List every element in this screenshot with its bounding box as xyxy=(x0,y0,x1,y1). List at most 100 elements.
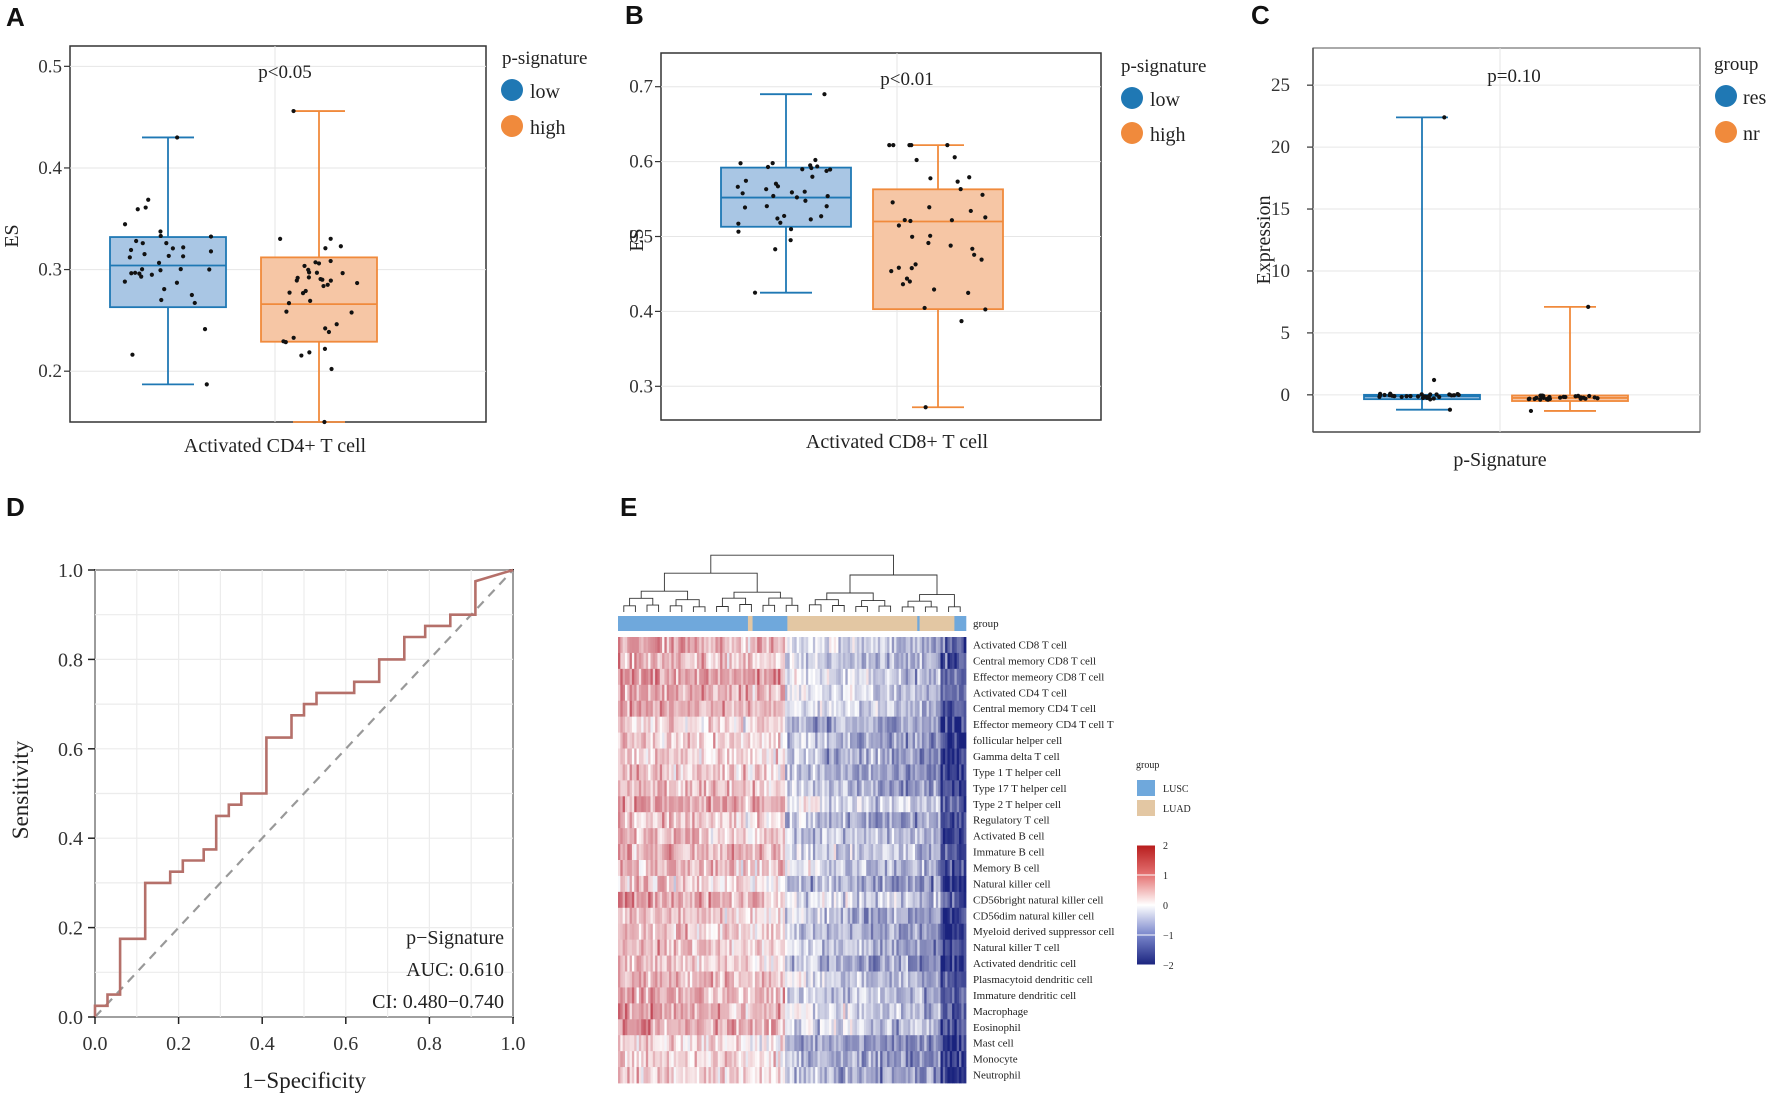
group-legend-title: group xyxy=(1136,760,1159,771)
heatmap-cell xyxy=(873,1003,876,1020)
heatmap-cell xyxy=(863,732,867,749)
data-point xyxy=(1426,394,1431,399)
heatmap-cell xyxy=(859,1051,862,1068)
heatmap-cell xyxy=(618,1035,621,1052)
heatmap-cell xyxy=(805,828,809,845)
heatmap-cell xyxy=(877,955,881,972)
heatmap-cell xyxy=(789,1003,793,1020)
heatmap-cell xyxy=(722,812,726,829)
heatmap-cell xyxy=(905,796,909,813)
heatmap-cell xyxy=(775,987,779,1004)
heatmap-cell xyxy=(727,971,730,988)
heatmap-cell xyxy=(747,939,751,956)
heatmap-cell xyxy=(736,891,740,909)
heatmap-cell xyxy=(940,971,944,988)
heatmap-cell xyxy=(838,668,842,686)
heatmap-cell xyxy=(720,716,723,733)
heatmap-cell xyxy=(622,828,626,845)
heatmap-cell xyxy=(801,652,804,670)
heatmap-cell xyxy=(952,748,955,765)
heatmap-cell xyxy=(669,780,672,797)
heatmap-cell xyxy=(840,907,844,925)
heatmap-cell xyxy=(928,1067,932,1084)
heatmap-cell xyxy=(780,844,784,861)
heatmap-cell xyxy=(650,748,654,765)
heatmap-cell xyxy=(627,732,630,749)
heatmap-cell xyxy=(636,796,640,813)
heatmap-cell xyxy=(921,812,925,829)
data-point xyxy=(164,241,169,246)
heatmap-cell xyxy=(954,1003,958,1020)
heatmap-cell xyxy=(743,700,746,718)
heatmap-cell xyxy=(655,812,658,829)
heatmap-cell xyxy=(729,812,733,829)
heatmap-cell xyxy=(910,1051,914,1068)
heatmap-cell xyxy=(662,860,665,877)
data-point xyxy=(910,234,915,239)
heatmap-cell xyxy=(956,860,960,877)
heatmap-cell xyxy=(713,700,716,718)
data-point xyxy=(913,262,918,267)
heatmap-cell xyxy=(710,780,714,797)
heatmap-cell xyxy=(618,939,621,956)
heatmap-cell xyxy=(757,652,760,670)
heatmap-cell xyxy=(715,875,719,893)
heatmap-cell xyxy=(940,875,944,893)
heatmap-cell xyxy=(710,1019,714,1036)
heatmap-cell xyxy=(884,748,888,765)
heatmap-cell xyxy=(743,907,746,925)
heatmap-cell xyxy=(745,812,749,829)
heatmap-cell xyxy=(666,923,670,941)
heatmap-cell xyxy=(710,860,714,877)
heatmap-cell xyxy=(720,748,723,765)
heatmap-cell xyxy=(940,844,944,861)
heatmap-cell xyxy=(794,844,798,861)
heatmap-cell xyxy=(618,796,621,813)
heatmap-cell xyxy=(692,716,695,733)
data-point xyxy=(328,278,333,283)
heatmap-cell xyxy=(866,1019,869,1036)
heatmap-cell xyxy=(699,971,702,988)
heatmap-cell xyxy=(720,1051,723,1068)
heatmap-cell xyxy=(868,891,872,909)
heatmap-cell xyxy=(836,748,839,765)
heatmap-cell xyxy=(805,844,809,861)
heatmap-cell xyxy=(773,971,777,988)
heatmap-cell xyxy=(914,844,918,861)
heatmap-cell xyxy=(952,939,955,956)
heatmap-cell xyxy=(685,796,688,813)
heatmap-cell xyxy=(880,907,883,925)
heatmap-cell xyxy=(956,652,960,670)
heatmap-cell xyxy=(706,796,709,813)
heatmap-cell xyxy=(852,923,856,941)
heatmap-cell xyxy=(928,907,932,925)
heatmap-cell xyxy=(824,939,828,956)
heatmap-cell xyxy=(926,1067,930,1084)
heatmap-cell xyxy=(717,891,721,909)
heatmap-cell xyxy=(620,652,624,670)
heatmap-cell xyxy=(808,764,811,781)
heatmap-cell xyxy=(768,971,772,988)
heatmap-cell xyxy=(775,652,779,670)
heatmap-cell xyxy=(738,668,742,686)
heatmap-cell xyxy=(710,907,714,925)
heatmap-cell xyxy=(898,860,902,877)
heatmap-cell xyxy=(866,1003,869,1020)
data-point xyxy=(174,280,180,285)
heatmap-cell xyxy=(942,987,946,1004)
heatmap-cell xyxy=(669,939,672,956)
heatmap-cell xyxy=(794,1035,798,1052)
heatmap-cell xyxy=(785,668,788,686)
heatmap-cell xyxy=(722,923,726,941)
data-point xyxy=(1434,392,1439,397)
heatmap-cell xyxy=(787,764,791,781)
heatmap-cell xyxy=(894,764,897,781)
heatmap-cell xyxy=(780,812,784,829)
heatmap-cell xyxy=(959,700,962,718)
heatmap-cell xyxy=(761,1003,765,1020)
heatmap-cell xyxy=(801,1035,804,1052)
heatmap-cell xyxy=(785,732,788,749)
heatmap-cell xyxy=(729,716,733,733)
heatmap-cell xyxy=(833,1003,837,1020)
heatmap-cell xyxy=(736,1035,740,1052)
